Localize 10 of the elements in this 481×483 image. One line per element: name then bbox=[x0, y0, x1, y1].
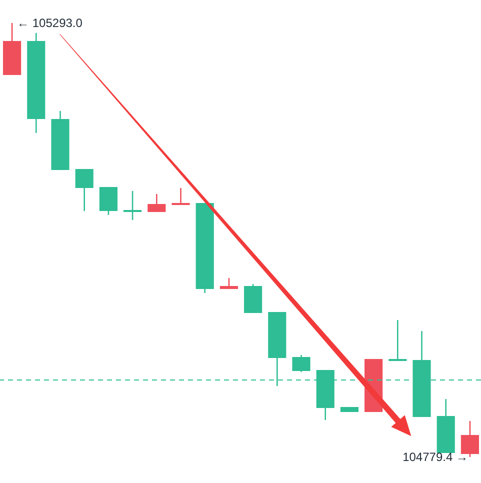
annotation: 104779.4 → bbox=[402, 450, 468, 464]
annotation: ← 105293.0 bbox=[17, 16, 83, 30]
candlestick bbox=[388, 319, 407, 362]
candlestick bbox=[292, 354, 310, 373]
candlestick bbox=[148, 193, 166, 213]
candlestick bbox=[460, 420, 479, 458]
candlestick bbox=[75, 168, 94, 212]
candlestick bbox=[172, 187, 190, 206]
candlestick bbox=[99, 186, 118, 216]
candlestick bbox=[124, 190, 142, 221]
